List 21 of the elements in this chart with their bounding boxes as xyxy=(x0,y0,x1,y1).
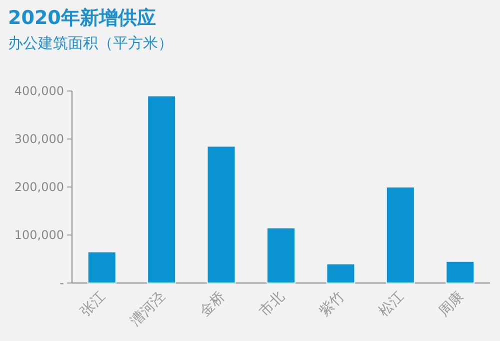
x-tick-label: 张江 xyxy=(78,288,109,320)
bar xyxy=(386,186,415,284)
y-tick-label: 300,000 xyxy=(14,132,64,146)
x-tick-label: 紫竹 xyxy=(316,288,348,320)
x-tick-label: 松江 xyxy=(376,288,408,320)
bar xyxy=(446,260,475,284)
bar xyxy=(206,146,236,284)
y-tick-label: 400,000 xyxy=(14,84,64,98)
x-tick-label: 金桥 xyxy=(197,288,228,320)
y-tick-label: 200,000 xyxy=(14,180,64,194)
bar xyxy=(266,227,296,284)
chart-subtitle: 办公建筑面积（平方米） xyxy=(8,34,173,52)
x-tick-label: 市北 xyxy=(256,288,288,320)
bar xyxy=(326,263,356,284)
chart-title: 2020年新增供应 xyxy=(8,7,156,29)
x-tick-label: 漕河泾 xyxy=(127,288,168,330)
bar xyxy=(87,251,116,284)
y-tick-label: 100,000 xyxy=(14,228,64,242)
y-tick-label: - xyxy=(60,276,64,290)
bar xyxy=(147,95,176,284)
x-tick-label: 周康 xyxy=(436,288,467,320)
